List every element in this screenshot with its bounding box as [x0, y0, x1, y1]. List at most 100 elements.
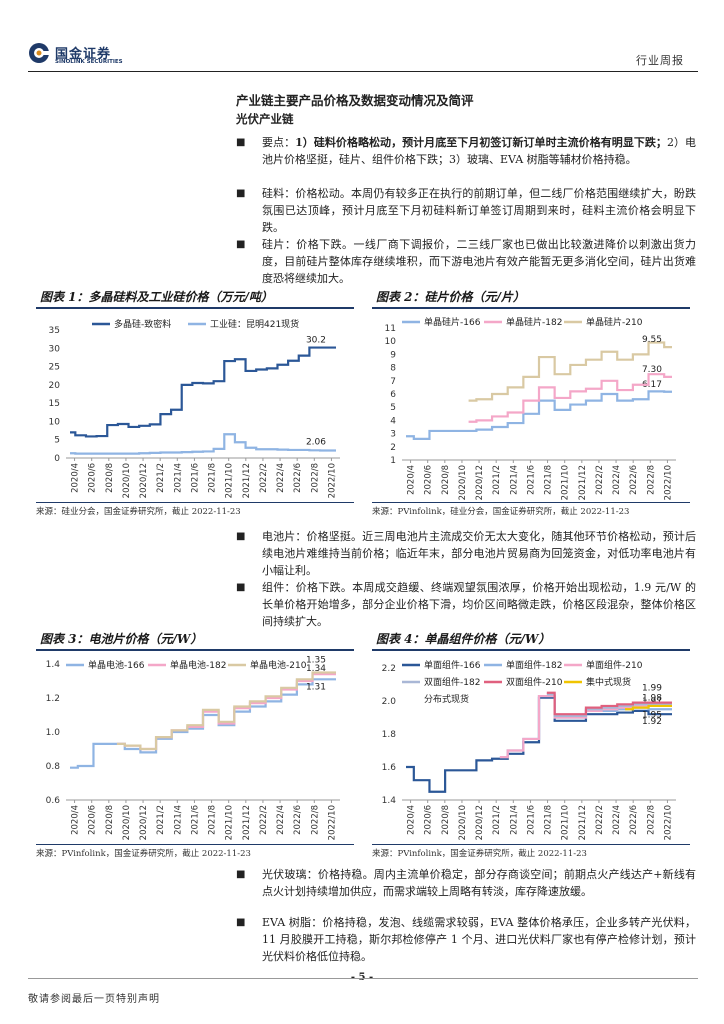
x-tick-label: 2020/8 — [441, 465, 451, 495]
figure-2-top-rule — [372, 307, 690, 309]
data-label: 1.95 — [642, 710, 662, 720]
figure-4-source: 来源：PVinfolink，国金证券研究所，截止 2022-11-23 — [372, 849, 587, 859]
x-tick-label: 2022/6 — [629, 805, 639, 835]
x-tick-label: 2021/2 — [492, 465, 502, 495]
figure-4-bottom-rule — [372, 844, 690, 845]
x-tick-label: 2020/6 — [88, 463, 98, 493]
legend-label: 单晶硅片-210 — [586, 316, 643, 328]
bullet-summary: ■ 要点：1）硅料价格略松动，预计月底至下月初签订新订单时主流价格有明显下跌；2… — [236, 134, 696, 168]
bullet-text: 硅料：价格松动。本周仍有较多正在执行的前期订单，但二线厂价格范围继续扩大，盼跌氛… — [236, 185, 696, 236]
bullet-square-icon: ■ — [236, 137, 246, 148]
x-tick-label: 2022/2 — [259, 805, 269, 835]
series-line — [70, 346, 336, 438]
x-tick-label: 2020/4 — [407, 805, 417, 835]
bullet-text: EVA 树脂：价格持稳，发泡、线缆需求较弱，EVA 整体价格承压，企业多转产光伏… — [236, 914, 696, 965]
figure-4-chart: 1.4 1.6 1.8 2.0 2.2 2020/4 2020/6 2020/8 2020/10… — [372, 652, 690, 842]
bullet-text: 组件：价格下跌。本周成交趋缓、终端观望氛围浓厚，价格开始出现松动，1.9 元/W… — [236, 579, 696, 630]
x-tick-label: 2020/12 — [475, 805, 485, 840]
y-tick-label: 10 — [49, 417, 61, 427]
legend-label: 多晶硅-致密料 — [114, 318, 171, 330]
bullet-text: 要点：1）硅料价格略松动，预计月底至下月初签订新订单时主流价格有明显下跌；2）电… — [236, 134, 696, 168]
figure-2-chart: 1 2 3 4 5 6 7 8 9 10 11 2020/4 2020/6 2020/8 2020/10 20… — [372, 310, 690, 500]
x-tick-label: 2022/2 — [595, 805, 605, 835]
y-tick-label: 0 — [54, 454, 60, 464]
y-tick-label: 1.8 — [382, 730, 397, 740]
figure-1-title: 图表 1：多晶硅料及工业硅价格（万元/吨） — [40, 290, 273, 304]
figure-3-top-rule — [36, 649, 354, 651]
y-tick-label: 4 — [390, 416, 396, 426]
legend-label: 单晶电池-182 — [170, 659, 226, 671]
x-tick-label: 2022/8 — [646, 465, 656, 495]
y-tick-label: 25 — [49, 363, 60, 373]
footer-divider — [28, 978, 698, 979]
x-tick-label: 2022/4 — [276, 463, 286, 493]
bullet-wafer: ■ 硅片：价格下跌。一线厂商下调报价，二三线厂家也已做出比较激进降价以刺激出货力… — [236, 236, 696, 287]
bullet-square-icon: ■ — [236, 188, 246, 199]
text-run: 硅片：价格下跌。一线厂商下调报价，二三线厂家也已做出比较激进降价以刺激出货力度，… — [262, 238, 696, 285]
y-tick-label: 1.4 — [46, 660, 61, 670]
data-label: 1.92 — [642, 717, 662, 727]
y-tick-label: 1.6 — [382, 763, 397, 773]
figure-1-bottom-rule — [36, 502, 354, 503]
x-tick-label: 2021/12 — [578, 805, 588, 840]
x-tick-label: 2022/8 — [646, 805, 656, 835]
bullet-square-icon: ■ — [236, 869, 246, 880]
bullet-pv-glass: ■ 光伏玻璃：价格持稳。周内主流单价稳定，部分存商谈空间；前期点火产线达产+新线… — [236, 866, 696, 900]
chart-svg: 1.4 1.6 1.8 2.0 2.2 2020/4 2020/6 2020/8 2020/10… — [382, 659, 676, 840]
x-tick-label: 2020/6 — [88, 805, 98, 835]
data-label: 6.17 — [642, 380, 662, 390]
y-tick-label: 6 — [390, 390, 396, 400]
report-type: 行业周报 — [636, 54, 684, 67]
y-tick-label: 2 — [390, 443, 396, 453]
data-label: 30.2 — [306, 336, 326, 346]
x-tick-label: 2020/8 — [105, 805, 115, 835]
bullet-module: ■ 组件：价格下跌。本周成交趋缓、终端观望氛围浓厚，价格开始出现松动，1.9 元… — [236, 579, 696, 630]
y-tick-label: 2.0 — [382, 697, 397, 707]
text-run: EVA 树脂：价格持稳，发泡、线缆需求较弱，EVA 整体价格承压，企业多转产光伏… — [262, 916, 696, 963]
figure-2-title: 图表 2：硅片价格（元/片） — [376, 290, 525, 304]
x-tick-label: 2020/4 — [71, 805, 81, 835]
x-tick-label: 2021/12 — [578, 465, 588, 500]
x-tick-label: 2020/12 — [139, 805, 149, 840]
x-tick-label: 2020/10 — [458, 805, 468, 840]
y-tick-label: 5 — [390, 403, 396, 413]
text-run: 光伏玻璃：价格持稳。周内主流单价稳定，部分存商谈空间；前期点火产线达产+新线有点… — [262, 868, 696, 898]
series-line — [70, 433, 336, 455]
x-tick-label: 2020/8 — [441, 805, 451, 835]
x-tick-label: 2022/8 — [310, 805, 320, 835]
x-tick-label: 2021/8 — [208, 805, 218, 835]
x-tick-label: 2021/4 — [173, 463, 183, 493]
x-tick-label: 2022/4 — [612, 465, 622, 495]
x-tick-label: 2022/6 — [629, 465, 639, 495]
x-tick-label: 2021/4 — [509, 465, 519, 495]
x-tick-label: 2020/4 — [407, 465, 417, 495]
text-run: 硅料：价格松动。本周仍有较多正在执行的前期订单，但二线厂价格范围继续扩大，盼跌氛… — [262, 187, 696, 234]
legend-label: 双面组件-182 — [424, 676, 480, 688]
x-tick-label: 2022/4 — [276, 805, 286, 835]
series-line — [406, 390, 672, 440]
x-tick-label: 2022/10 — [663, 805, 673, 840]
data-label: 2.06 — [306, 437, 326, 447]
bullet-square-icon: ■ — [236, 582, 246, 593]
series-line — [546, 691, 672, 716]
x-tick-label: 2020/8 — [105, 463, 115, 493]
y-tick-label: 11 — [385, 324, 396, 334]
figure-3-chart: 0.6 0.8 1.0 1.2 1.4 2020/4 2020/6 2020/8 2020/10… — [36, 652, 354, 842]
y-tick-label: 1 — [390, 456, 396, 466]
y-tick-label: 2.2 — [382, 664, 396, 674]
x-tick-label: 2022/10 — [327, 463, 337, 498]
y-tick-label: 15 — [49, 399, 60, 409]
y-tick-label: 3 — [390, 430, 396, 440]
x-tick-label: 2021/4 — [509, 805, 519, 835]
y-tick-label: 30 — [49, 344, 61, 354]
x-tick-label: 2021/4 — [173, 805, 183, 835]
legend-label: 集中式现货 — [586, 676, 631, 688]
text-run: 组件：价格下跌。本周成交趋缓、终端观望氛围浓厚，价格开始出现松动，1.9 元/W… — [262, 581, 696, 628]
x-tick-label: 2020/12 — [139, 463, 149, 498]
y-tick-label: 20 — [49, 381, 61, 391]
bullet-square-icon: ■ — [236, 531, 246, 542]
x-tick-label: 2021/6 — [526, 805, 536, 835]
page-header: 国金证券 SINOLINK SECURITIES 行业周报 — [0, 0, 724, 72]
y-tick-label: 8 — [390, 364, 396, 374]
legend-label: 单面组件-182 — [506, 659, 562, 671]
